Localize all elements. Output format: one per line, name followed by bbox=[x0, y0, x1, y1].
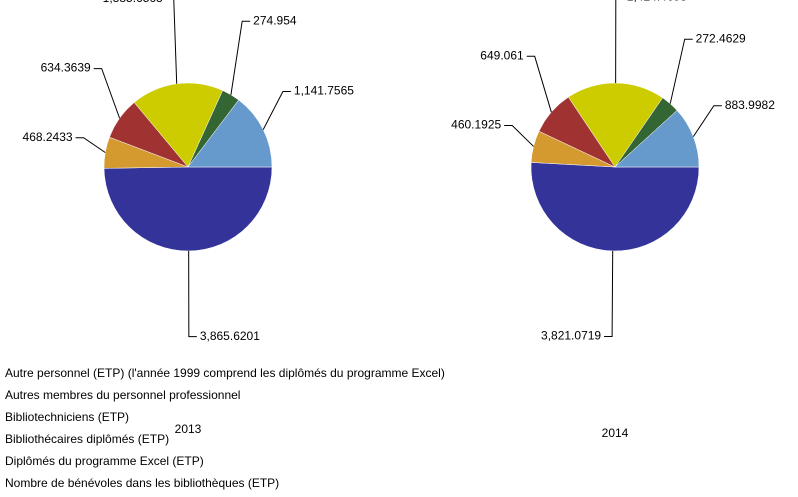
leader-line bbox=[526, 55, 552, 113]
pie-slice bbox=[103, 166, 273, 252]
leader-line bbox=[173, 0, 178, 84]
data-label: 634.3639 bbox=[41, 61, 91, 75]
leader-line bbox=[615, 0, 617, 84]
leader-line bbox=[669, 38, 693, 104]
pie-title: 2014 bbox=[602, 426, 629, 440]
leader-line bbox=[692, 105, 722, 137]
pie-slice bbox=[187, 99, 273, 168]
leader-line bbox=[230, 20, 251, 95]
leader-line bbox=[93, 68, 121, 119]
pie-slice bbox=[568, 82, 664, 168]
data-label: 1,141.7565 bbox=[294, 84, 354, 98]
legend-entry: Diplômés du programme Excel (ETP) bbox=[5, 454, 204, 468]
pie-title: 2013 bbox=[175, 422, 202, 436]
legend-entry: Bibliotechniciens (ETP) bbox=[5, 410, 129, 424]
data-label: 883.9982 bbox=[725, 98, 775, 112]
data-label: 460.1925 bbox=[451, 118, 501, 132]
data-label: 3,865.6201 bbox=[200, 329, 260, 343]
pie-slice bbox=[530, 162, 700, 252]
data-label: 1,385.6563 bbox=[103, 0, 163, 5]
leader-line bbox=[262, 90, 291, 130]
legend-entry: Autre personnel (ETP) (l'année 1999 comp… bbox=[5, 366, 445, 380]
leader-line bbox=[604, 250, 614, 338]
data-label: 3,821.0719 bbox=[541, 329, 601, 343]
pie-slice bbox=[133, 82, 223, 168]
leader-line bbox=[75, 137, 106, 153]
data-label: 272.4629 bbox=[696, 31, 746, 45]
data-label: 1,424.4698 bbox=[627, 0, 687, 4]
legend-entry: Bibliothécaires diplômés (ETP) bbox=[5, 432, 169, 446]
data-label: 649.061 bbox=[480, 48, 524, 62]
leader-line bbox=[504, 124, 534, 147]
leader-line bbox=[188, 250, 197, 338]
pie-slice bbox=[614, 110, 700, 168]
legend-entry: Nombre de bénévoles dans les bibliothèqu… bbox=[5, 476, 279, 490]
legend-entry: Autres membres du personnel professionne… bbox=[5, 388, 240, 402]
data-label: 274.954 bbox=[253, 13, 297, 27]
data-label: 468.2433 bbox=[23, 130, 73, 144]
